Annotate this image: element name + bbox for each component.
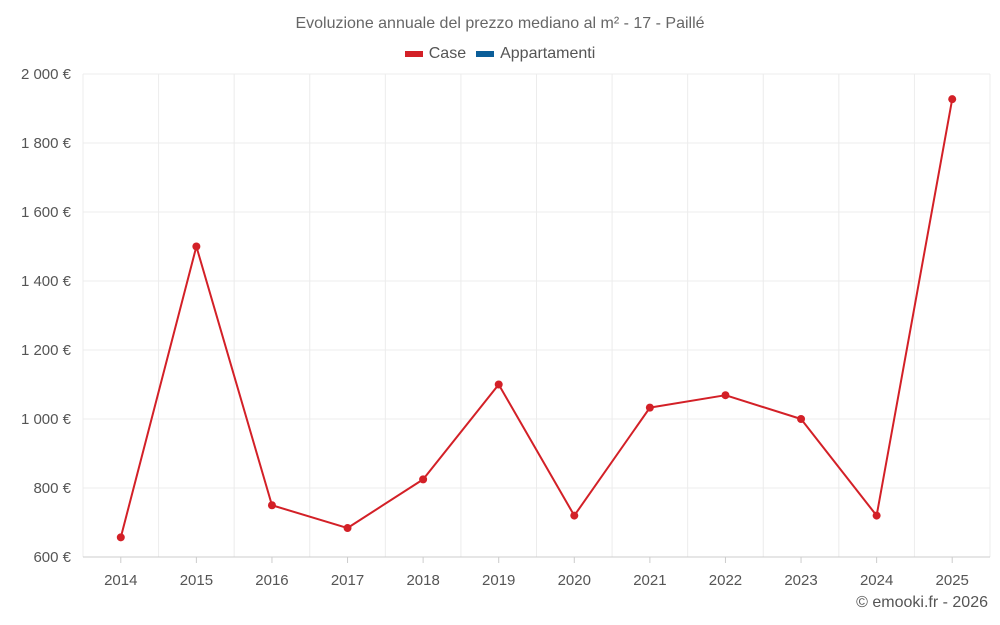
data-point xyxy=(419,475,428,484)
x-tick-label: 2025 xyxy=(936,572,969,589)
x-tick-label: 2015 xyxy=(180,572,213,589)
data-point xyxy=(645,403,654,412)
x-tick-label: 2014 xyxy=(104,572,137,589)
x-tick-label: 2024 xyxy=(860,572,893,589)
data-point xyxy=(267,501,276,510)
legend-swatch-case xyxy=(404,51,423,57)
credit-text: © emooki.fr - 2026 xyxy=(856,594,988,611)
x-tick-label: 2022 xyxy=(709,572,742,589)
data-point xyxy=(116,533,125,542)
legend-item-appartamenti[interactable]: Appartamenti xyxy=(476,45,595,63)
x-tick-label: 2017 xyxy=(331,572,364,589)
y-tick-label: 600 € xyxy=(33,549,71,566)
legend-label-appartamenti: Appartamenti xyxy=(500,45,596,62)
x-tick-label: 2023 xyxy=(784,572,817,589)
data-point xyxy=(797,415,806,423)
legend-swatch-appartamenti xyxy=(476,51,495,57)
data-point xyxy=(872,511,881,520)
data-point xyxy=(192,242,201,251)
x-tick-label: 2021 xyxy=(633,572,666,589)
data-point xyxy=(721,391,730,400)
data-point xyxy=(570,511,579,520)
y-tick-label: 1 000 € xyxy=(21,411,72,428)
y-tick-label: 800 € xyxy=(33,480,71,497)
x-tick-label: 2019 xyxy=(482,572,515,589)
x-tick-label: 2020 xyxy=(558,572,591,589)
x-tick-label: 2016 xyxy=(255,572,288,589)
y-tick-label: 2 000 € xyxy=(21,66,72,83)
data-point xyxy=(343,524,352,533)
y-tick-label: 1 800 € xyxy=(21,135,72,152)
x-tick-label: 2018 xyxy=(406,572,439,589)
y-tick-label: 1 200 € xyxy=(21,342,72,359)
data-point xyxy=(494,380,503,389)
legend-label-case: Case xyxy=(428,45,467,62)
chart-title: Evoluzione annuale del prezzo mediano al… xyxy=(295,15,705,32)
legend-item-case[interactable]: Case xyxy=(404,45,467,63)
chart-legend: Case Appartamenti xyxy=(0,45,1000,63)
y-tick-label: 1 400 € xyxy=(21,273,72,290)
data-point xyxy=(948,95,957,104)
series-line-case xyxy=(119,99,954,538)
y-tick-label: 1 600 € xyxy=(21,204,72,221)
